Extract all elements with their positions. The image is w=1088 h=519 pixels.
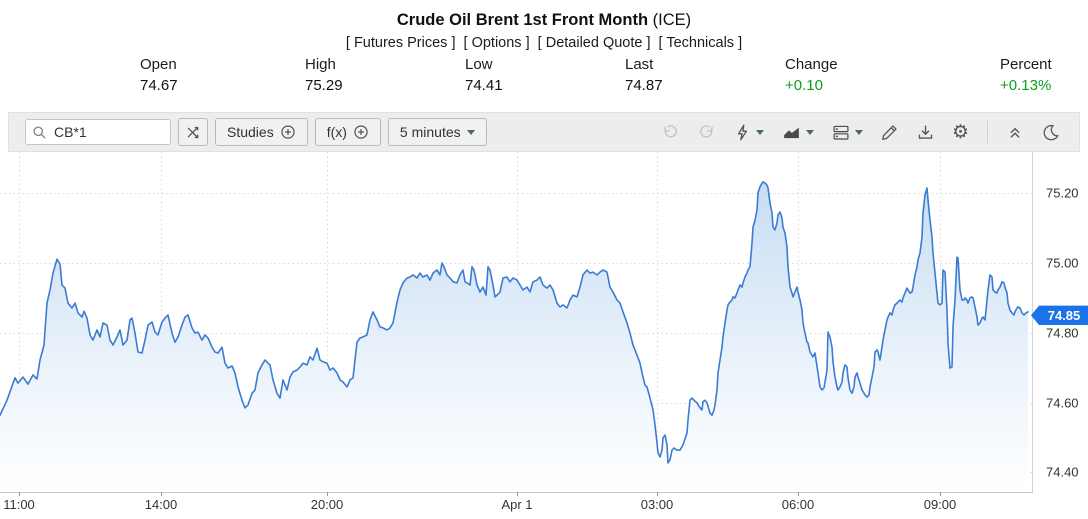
moon-icon — [1043, 124, 1059, 140]
toolbar-divider — [987, 121, 988, 143]
quote-links: Futures Prices Options Detailed Quote Te… — [0, 35, 1088, 51]
x-axis-tick — [327, 492, 328, 496]
draw-button[interactable] — [873, 120, 906, 145]
chart-type-button[interactable] — [774, 120, 821, 145]
symbol-name: Crude Oil Brent 1st Front Month — [396, 11, 649, 29]
chevron-down-icon — [854, 129, 863, 135]
link-detailed-quote[interactable]: Detailed Quote — [538, 35, 651, 51]
dark-mode-button[interactable] — [1034, 120, 1067, 145]
last-price-badge: 74.85 — [1031, 305, 1088, 326]
download-button[interactable] — [909, 120, 942, 145]
quote-stats-row: Open 74.67 High 75.29 Low 74.41 Last 74.… — [0, 56, 1088, 98]
x-axis-label: 06:00 — [781, 497, 815, 512]
lightning-icon — [737, 124, 747, 140]
x-axis-tick — [798, 492, 799, 496]
symbol-input[interactable] — [52, 123, 164, 141]
x-axis-tick — [517, 492, 518, 496]
y-axis-label: 75.20 — [1046, 185, 1079, 201]
compare-arrows-icon — [187, 126, 198, 138]
events-button[interactable] — [726, 120, 771, 145]
chevron-down-icon — [805, 129, 814, 135]
y-axis-label: 74.80 — [1046, 325, 1079, 341]
download-icon — [918, 125, 933, 139]
pencil-icon — [882, 124, 897, 140]
symbol-search[interactable] — [25, 119, 171, 145]
x-axis-label: 20:00 — [310, 497, 344, 512]
redo-icon — [700, 124, 713, 137]
compare-button[interactable] — [178, 118, 208, 146]
fx-button[interactable]: f(x) — [314, 118, 381, 146]
link-futures-prices[interactable]: Futures Prices — [346, 35, 456, 51]
page-title: Crude Oil Brent 1st Front Month (ICE) — [0, 11, 1088, 30]
plus-circle-icon — [354, 125, 368, 139]
settings-button[interactable]: ⚙ — [945, 120, 976, 145]
search-icon — [33, 125, 46, 139]
x-axis-label: Apr 1 — [501, 497, 533, 512]
x-axis-label: 09:00 — [923, 497, 957, 512]
price-line — [0, 181, 1029, 464]
y-axis-line — [1032, 152, 1033, 492]
price-chart[interactable] — [0, 152, 1088, 492]
x-axis-tick — [161, 492, 162, 496]
link-options[interactable]: Options — [464, 35, 530, 51]
studies-label: Studies — [227, 124, 274, 140]
x-axis-label: 14:00 — [144, 497, 178, 512]
area-chart-icon — [784, 127, 799, 138]
panels-layout-icon — [833, 125, 849, 140]
x-axis-tick — [19, 492, 20, 496]
y-axis-label: 74.40 — [1046, 464, 1079, 480]
fx-label: f(x) — [326, 124, 347, 140]
x-axis-tick — [940, 492, 941, 496]
price-area-fill — [0, 182, 1028, 492]
stat-percent: Percent +0.13% — [1000, 56, 1052, 94]
interval-dropdown[interactable]: 5 minutes — [387, 118, 487, 146]
link-technicals[interactable]: Technicals — [659, 35, 743, 51]
undo-button[interactable] — [654, 120, 687, 145]
x-axis-tick — [657, 492, 658, 496]
x-axis-line — [0, 492, 1033, 493]
x-axis-label: 11:00 — [3, 497, 35, 512]
interval-label: 5 minutes — [399, 124, 461, 140]
plus-circle-icon — [281, 125, 295, 139]
layout-button[interactable] — [824, 120, 870, 145]
stat-last: Last 74.87 — [625, 56, 663, 94]
exchange-name: (ICE) — [652, 11, 692, 29]
x-axis-label: 03:00 — [640, 497, 674, 512]
stat-low: Low 74.41 — [465, 56, 503, 94]
last-price-value: 74.85 — [1047, 307, 1081, 323]
gear-icon: ⚙ — [951, 121, 969, 143]
y-axis-label: 75.00 — [1046, 255, 1079, 271]
chevron-down-icon — [466, 129, 475, 135]
y-axis-label: 74.60 — [1046, 395, 1079, 411]
stat-high: High 75.29 — [305, 56, 343, 94]
chart-toolbar: Studies f(x) 5 minutes — [8, 112, 1080, 152]
stat-open: Open 74.67 — [140, 56, 178, 94]
chevron-down-icon — [755, 129, 764, 135]
redo-button[interactable] — [690, 120, 723, 145]
double-chevron-up-icon — [1010, 127, 1020, 138]
undo-icon — [664, 124, 677, 137]
collapse-toolbar-button[interactable] — [999, 120, 1031, 144]
studies-button[interactable]: Studies — [215, 118, 308, 146]
stat-change: Change +0.10 — [785, 56, 838, 94]
